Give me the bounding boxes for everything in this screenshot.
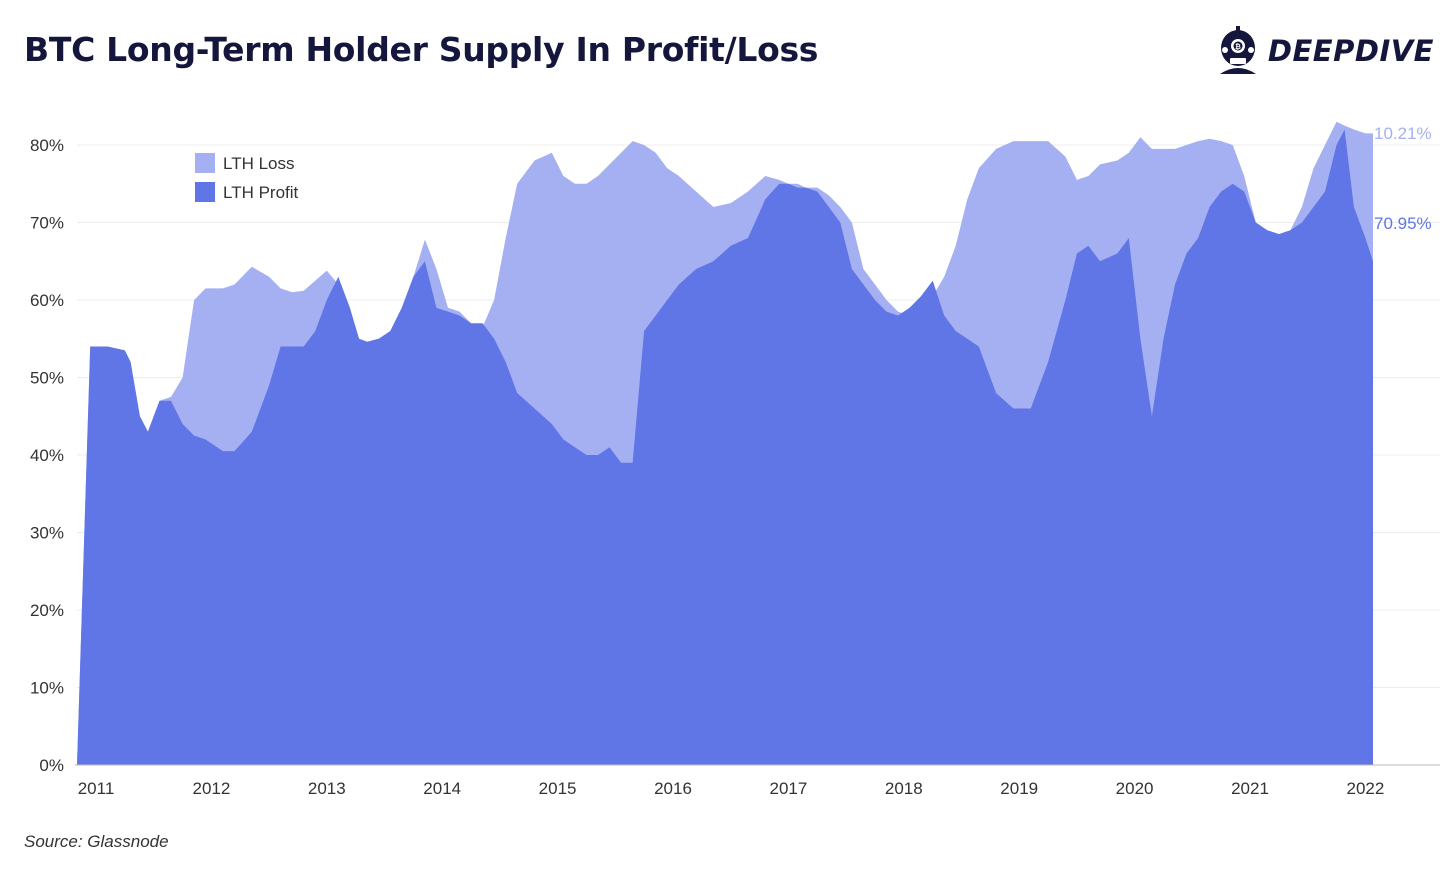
end-labels: 10.21% 70.95% [1374,124,1432,233]
y-tick-label: 80% [30,136,64,155]
legend-label: LTH Loss [223,154,295,173]
y-tick-label: 50% [30,369,64,388]
legend: LTH Loss LTH Profit [195,153,299,202]
x-tick-label: 2014 [423,779,461,798]
x-tick-label: 2016 [654,779,692,798]
end-label-loss: 10.21% [1374,124,1432,143]
source-note: Source: Glassnode [24,832,169,851]
x-tick-label: 2019 [1000,779,1038,798]
brand-name: DEEPDIVE [1267,34,1434,68]
x-tick-label: 2013 [308,779,346,798]
x-tick-label: 2021 [1231,779,1269,798]
y-tick-label: 70% [30,214,64,233]
y-tick-label: 10% [30,679,64,698]
lth-profit-area [77,129,1373,765]
y-tick-label: 30% [30,524,64,543]
y-tick-label: 40% [30,446,64,465]
end-label-profit: 70.95% [1374,214,1432,233]
x-tick-label: 2022 [1346,779,1384,798]
x-tick-label: 2017 [769,779,807,798]
y-tick-label: 0% [39,756,64,775]
y-tick-label: 60% [30,291,64,310]
legend-swatch [195,182,215,202]
chart-title: BTC Long-Term Holder Supply In Profit/Lo… [24,30,819,69]
legend-label: LTH Profit [223,183,299,202]
x-tick-label: 2015 [539,779,577,798]
x-tick-label: 2012 [192,779,230,798]
svg-text:₿: ₿ [1235,43,1241,51]
x-tick-label: 2011 [78,779,115,798]
chart-areas [75,121,1440,766]
y-tick-label: 20% [30,601,64,620]
x-tick-label: 2018 [885,779,923,798]
y-axis-ticks: 0% 10% 20% 30% 40% 50% 60% 70% 80% [30,136,64,775]
brand-logo: ₿ DEEPDIVE [1216,26,1434,76]
x-tick-label: 2020 [1116,779,1154,798]
x-axis-ticks: 2011 2012 2013 2014 2015 2016 2017 2018 2019 2020… [78,779,1385,798]
legend-swatch [195,153,215,173]
diving-helmet-icon: ₿ [1219,26,1256,74]
